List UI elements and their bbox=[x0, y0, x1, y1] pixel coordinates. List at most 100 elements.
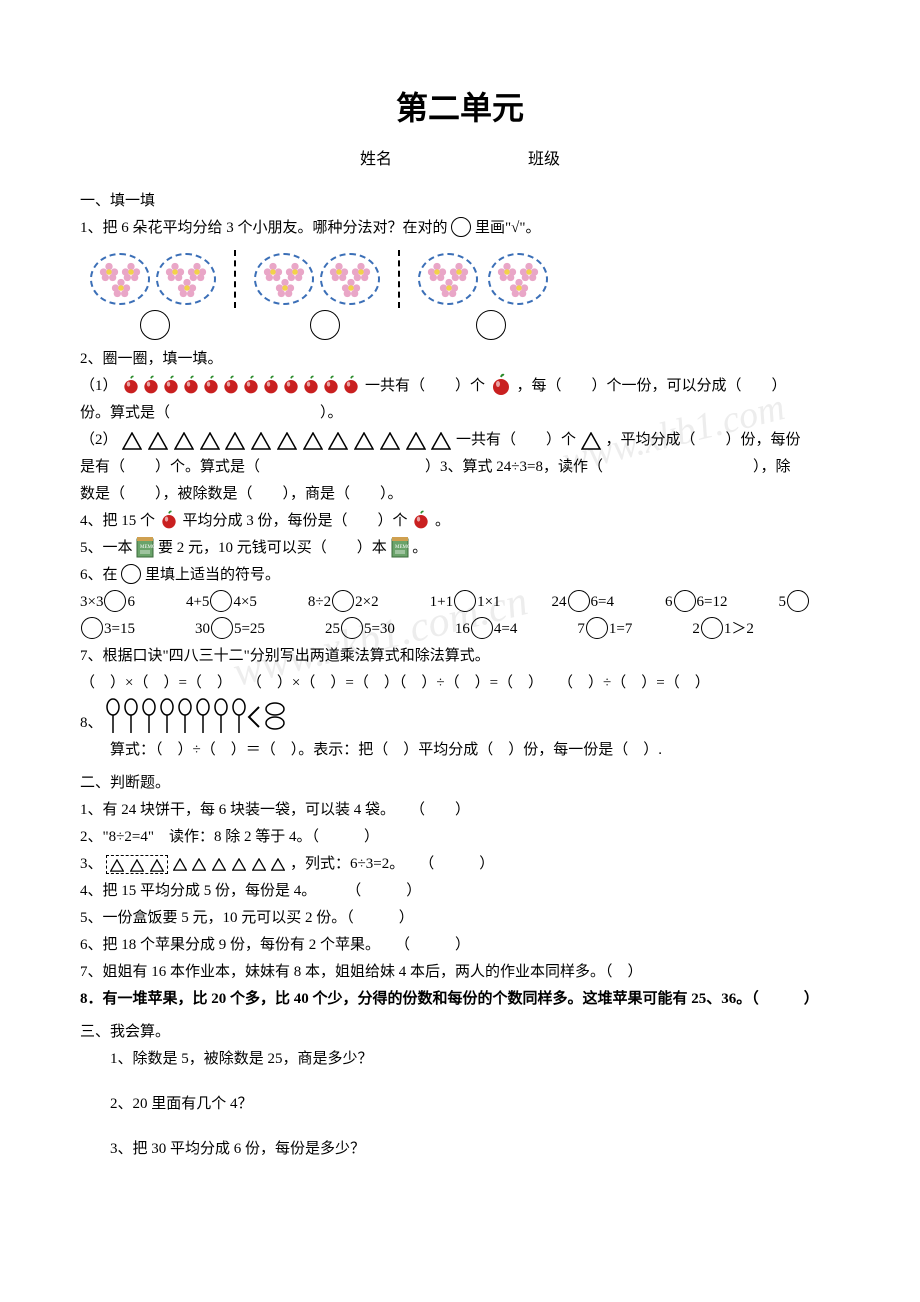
eq-item: 8÷22×2 bbox=[308, 589, 379, 616]
eq-left: 3×3 bbox=[80, 589, 103, 616]
q2-2e: 数是（ ），被除数是（ ），商是（ ）。 bbox=[80, 481, 840, 508]
answer-circle[interactable] bbox=[310, 310, 340, 340]
q4a: 4、把 15 个 bbox=[80, 513, 155, 529]
eq-item: 255=30 bbox=[325, 616, 395, 643]
q5: 5、一本 MEMO 要 2 元，10 元钱可以买（ ）本 MEMO 。 bbox=[80, 535, 840, 562]
circle-icon bbox=[121, 564, 141, 584]
eq-item: 4+54×5 bbox=[186, 589, 257, 616]
eq-left: 2 bbox=[692, 616, 700, 643]
fill-circle[interactable] bbox=[586, 617, 608, 639]
eq-item: 3×3 6 bbox=[80, 589, 135, 616]
q4: 4、把 15 个 平均分成 3 份，每份是（ ）个 。 bbox=[80, 508, 840, 535]
triangle-icon bbox=[581, 432, 601, 450]
apple-icon bbox=[321, 375, 341, 395]
fill-circle[interactable] bbox=[787, 590, 809, 612]
q2-2: （2） 一共有（ ）个 ，平均分成（ ）份，每份 bbox=[80, 427, 840, 454]
fill-circle[interactable] bbox=[332, 590, 354, 612]
q2-line: 2、圈一圈，填一填。 bbox=[80, 346, 840, 373]
apple-icon bbox=[341, 375, 361, 395]
q2-1: （1） 一共有（ ）个 ，每（ ）个一份，可以分成（ ） bbox=[80, 373, 840, 400]
eq-right: 1＞2 bbox=[724, 616, 754, 643]
eq-left: 5 bbox=[778, 589, 786, 616]
eq-left: 6 bbox=[665, 589, 673, 616]
subhead: 姓名 班级 bbox=[80, 146, 840, 175]
fill-circle[interactable] bbox=[210, 590, 232, 612]
q6b: 里填上适当的符号。 bbox=[145, 567, 280, 583]
flower-row bbox=[80, 242, 840, 312]
c2: 2、20 里面有几个 4？ bbox=[80, 1091, 840, 1118]
triangle-icon bbox=[431, 432, 451, 450]
divider-dash bbox=[398, 250, 400, 308]
flower-bunch bbox=[320, 253, 380, 305]
fill-circle[interactable] bbox=[674, 590, 696, 612]
q7-eq: （ ）×（ ）=（ ） （ ）×（ ）=（ ）（ ）÷（ ）=（ ） （ ）÷（… bbox=[80, 670, 840, 697]
q2-2c: ，平均分成（ ）份，每份 bbox=[606, 432, 801, 448]
eq-item: 71=7 bbox=[577, 616, 632, 643]
fill-circle[interactable] bbox=[568, 590, 590, 612]
eq-left: 24 bbox=[552, 589, 567, 616]
fill-circle[interactable] bbox=[471, 617, 493, 639]
flower-group-2 bbox=[254, 253, 380, 305]
eq-right: 6=12 bbox=[697, 589, 728, 616]
fill-circle[interactable] bbox=[701, 617, 723, 639]
flower-group-1 bbox=[90, 253, 216, 305]
fill-circle[interactable] bbox=[454, 590, 476, 612]
triangle-icon bbox=[277, 432, 297, 450]
j8-text: 8．有一堆苹果，比 20 个多，比 40 个少，分得的份数和每份的个数同样多。这… bbox=[80, 991, 819, 1007]
apple-icon bbox=[161, 375, 181, 395]
apple-icon bbox=[411, 510, 431, 530]
q8: 8、 bbox=[80, 697, 840, 737]
fill-circle[interactable] bbox=[81, 617, 103, 639]
eq-row-1: 3×364+54×58÷22×21+11×1246=466=125 bbox=[80, 589, 840, 616]
fill-circle[interactable] bbox=[211, 617, 233, 639]
eq-item: 5 bbox=[778, 589, 810, 616]
flower-group-3 bbox=[418, 253, 548, 305]
triangle-icon bbox=[354, 432, 374, 450]
apple-icon bbox=[221, 375, 241, 395]
apple-icon bbox=[181, 375, 201, 395]
apple-icon bbox=[261, 375, 281, 395]
eq-item: 1+1 1×1 bbox=[430, 589, 501, 616]
j6: 6、把 18 个苹果分成 9 份，每份有 2 个苹果。 （ ） bbox=[80, 932, 840, 959]
triangle-icon bbox=[174, 432, 194, 450]
q5c: 。 bbox=[412, 540, 427, 556]
q2-2b: 一共有（ ）个 bbox=[456, 432, 576, 448]
c3: 3、把 30 平均分成 6 份，每份是多少？ bbox=[80, 1136, 840, 1163]
tri-loose bbox=[172, 856, 291, 872]
balloon-row-icon bbox=[103, 697, 289, 737]
eq-left: 1+1 bbox=[430, 589, 453, 616]
q6a: 6、在 bbox=[80, 567, 118, 583]
flower-bunch bbox=[156, 253, 216, 305]
j5: 5、一份盒饭要 5 元，10 元可以买 2 份。（ ） bbox=[80, 905, 840, 932]
eq-item: 305=25 bbox=[195, 616, 265, 643]
section-2-head: 二、判断题。 bbox=[80, 770, 840, 797]
apple-row bbox=[121, 378, 361, 394]
j3b: ，列式：6÷3=2。 （ ） bbox=[290, 856, 494, 872]
eq-left: 8÷2 bbox=[308, 589, 331, 616]
answer-circle[interactable] bbox=[476, 310, 506, 340]
q2-2-label: （2） bbox=[80, 432, 118, 448]
eq-right: 1=7 bbox=[609, 616, 632, 643]
j8: 8．有一堆苹果，比 20 个多，比 40 个少，分得的份数和每份的个数同样多。这… bbox=[80, 986, 840, 1013]
eq-right: 6 bbox=[127, 589, 135, 616]
q8-label: 8、 bbox=[80, 710, 103, 737]
name-label: 姓名 bbox=[360, 151, 392, 168]
triangle-icon bbox=[406, 432, 426, 450]
q5b: 要 2 元，10 元钱可以买（ ）本 bbox=[158, 540, 387, 556]
q4c: 。 bbox=[435, 513, 450, 529]
triangle-icon bbox=[225, 432, 245, 450]
eq-right: 4=4 bbox=[494, 616, 517, 643]
c1: 1、除数是 5，被除数是 25，商是多少？ bbox=[80, 1046, 840, 1073]
circle-icon bbox=[451, 217, 471, 237]
j2: 2、"8÷2=4" 读作：8 除 2 等于 4。（ ） bbox=[80, 824, 840, 851]
eq-right: 1×1 bbox=[477, 589, 500, 616]
eq-left: 25 bbox=[325, 616, 340, 643]
q1-text: 1、把 6 朵花平均分给 3 个小朋友。哪种分法对？在对的 bbox=[80, 220, 448, 236]
fill-circle[interactable] bbox=[104, 590, 126, 612]
apple-icon bbox=[301, 375, 321, 395]
tri-dashed-box bbox=[106, 855, 168, 874]
fill-circle[interactable] bbox=[341, 617, 363, 639]
answer-circle[interactable] bbox=[140, 310, 170, 340]
triangle-row bbox=[121, 432, 456, 448]
eq-left: 30 bbox=[195, 616, 210, 643]
